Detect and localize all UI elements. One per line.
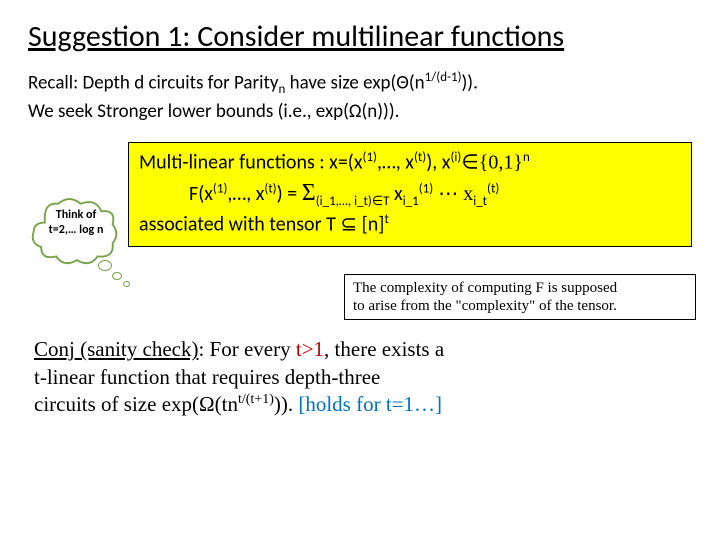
yellow-line1: Multi-linear functions : x=(x(1),…, x(t)… [139, 149, 681, 177]
yl2a: F(x [189, 182, 213, 206]
conj-b: , there exists a [324, 337, 444, 361]
conj-a: : For every [198, 337, 295, 361]
recall-l1d: )). [462, 71, 478, 94]
thought-bubble: Think of t=2,… log n [28, 194, 124, 268]
yl1c: ), x [426, 151, 450, 175]
cloud-shape: Think of t=2,… log n [28, 194, 122, 268]
yl2sup2: (1) [419, 181, 433, 196]
slide-title: Suggestion 1: Consider multilinear funct… [28, 18, 692, 55]
recall-block: Recall: Depth d circuits for Parityn hav… [28, 69, 692, 124]
yl2sub2: i_1 [403, 194, 419, 209]
yl2sum: Σ [302, 180, 316, 206]
yl2sup3: (t) [487, 181, 499, 196]
complexity-l2: to arise from the "complexity" of the te… [353, 298, 617, 314]
yl2sub3: i_t [473, 194, 487, 209]
yl2s1: (1) [213, 181, 227, 196]
conj-c: t-linear function that requires depth-th… [34, 365, 380, 389]
conj-sup: t/(t+1) [238, 392, 274, 407]
conj-omega: Ω [199, 392, 215, 416]
recall-theta: Θ [396, 71, 409, 94]
yl2b: ,…, x [227, 182, 264, 206]
conj-f: )). [274, 392, 299, 416]
yellow-line2: F(x(1),…, x(t)) = Σ(i_1,…, i_t)∈T xi_1(1… [189, 177, 681, 211]
conj-blue: [holds for t=1…] [298, 392, 442, 416]
yl2sub: (i_1,…, i_t)∈T [316, 194, 390, 209]
yl2c: ) = [277, 182, 302, 206]
yl1s3: (i) [450, 150, 461, 165]
yellow-box: Multi-linear functions : x=(x(1),…, x(t)… [128, 142, 692, 247]
complexity-l1: The complexity of computing F is suppose… [353, 280, 617, 296]
main-row: Think of t=2,… log n Multi-linear functi… [28, 142, 692, 268]
conjecture-block: Conj (sanity check): For every t>1, ther… [28, 336, 692, 418]
yl1s2: (t) [414, 150, 426, 165]
yl3sup: t [384, 212, 388, 227]
thought-l2: t=2,… log n [49, 223, 104, 237]
tail-bubble-1 [98, 260, 112, 271]
recall-l2a: We seek Stronger lower bounds (i.e., exp… [28, 100, 349, 123]
yl2d: x [390, 182, 403, 206]
recall-omega: Ω [349, 100, 362, 123]
yl1a: Multi-linear functions : x=(x [139, 151, 363, 175]
thought-l1: Think of [56, 208, 97, 222]
yl1d: ∈{0,1} [461, 152, 523, 174]
cloud-text: Think of t=2,… log n [36, 208, 116, 237]
yl3sym: ⊆ [340, 213, 357, 235]
conj-e: (tn [215, 392, 238, 416]
yl1s4: n [523, 150, 530, 165]
yl1b: ,…, x [377, 151, 414, 175]
conj-d: circuits of size exp( [34, 392, 199, 416]
tail-bubble-2 [112, 272, 122, 280]
yellow-line3: associated with tensor T ⊆ [n]t [139, 211, 681, 239]
yl2s2: (t) [264, 181, 276, 196]
recall-l1a: Recall: Depth d circuits for Parity [28, 71, 278, 94]
yl1s1: (1) [363, 150, 377, 165]
yl2e: ⋯ x [433, 183, 473, 205]
recall-l2b: (n))). [362, 100, 400, 123]
conj-red: t>1 [296, 337, 324, 361]
tail-bubble-3 [123, 281, 130, 287]
yl3a: associated with tensor T [139, 212, 340, 236]
recall-l1b: have size exp( [285, 71, 396, 94]
yl3b: [n] [357, 212, 384, 236]
conj-pre: Conj (sanity check) [34, 337, 198, 361]
complexity-box: The complexity of computing F is suppose… [344, 274, 696, 320]
recall-l1c: (n [409, 71, 425, 94]
recall-sup: 1/(d-1) [425, 70, 462, 85]
